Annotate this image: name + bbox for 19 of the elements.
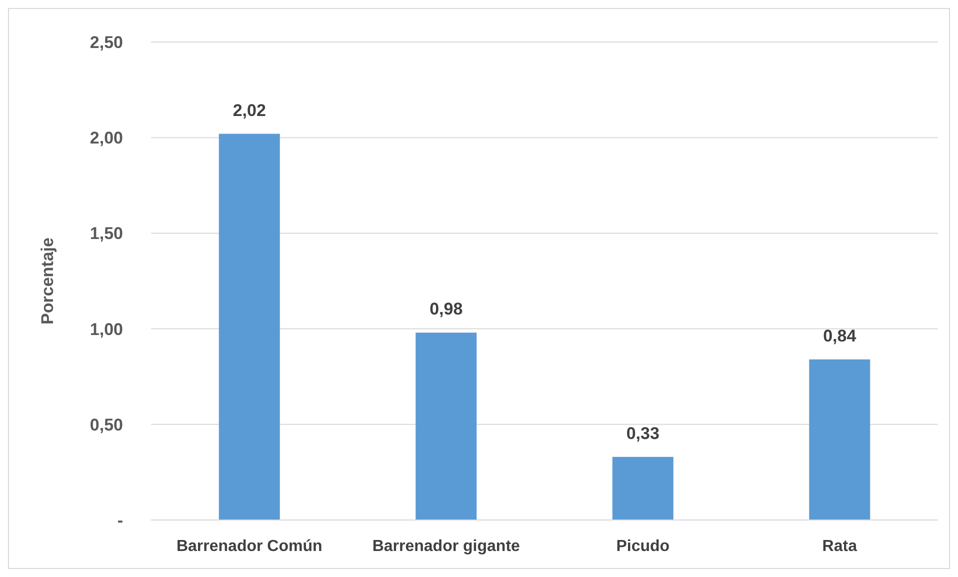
- y-axis-title: Porcentaje: [38, 238, 57, 324]
- bar: [809, 359, 870, 520]
- data-label: 2,02: [232, 100, 266, 120]
- data-label: 0,98: [430, 300, 463, 319]
- x-tick-label: Rata: [822, 538, 858, 555]
- y-tick-label: 2,00: [90, 128, 123, 148]
- y-tick-label: 1,00: [90, 320, 123, 339]
- x-tick-label: Picudo: [616, 538, 670, 555]
- y-tick-label: 1,50: [90, 224, 123, 244]
- bar: [416, 332, 477, 520]
- bar: [218, 134, 280, 520]
- data-label: 0,33: [626, 424, 660, 443]
- data-label: 0,84: [823, 326, 857, 346]
- y-tick-label: -: [117, 510, 123, 530]
- x-tick-label: Barrenador Común: [176, 538, 322, 555]
- y-tick-label: 2,50: [90, 32, 123, 52]
- bar: [612, 456, 674, 520]
- y-tick-label: 0,50: [90, 415, 123, 434]
- x-tick-label: Barrenador gigante: [372, 538, 520, 555]
